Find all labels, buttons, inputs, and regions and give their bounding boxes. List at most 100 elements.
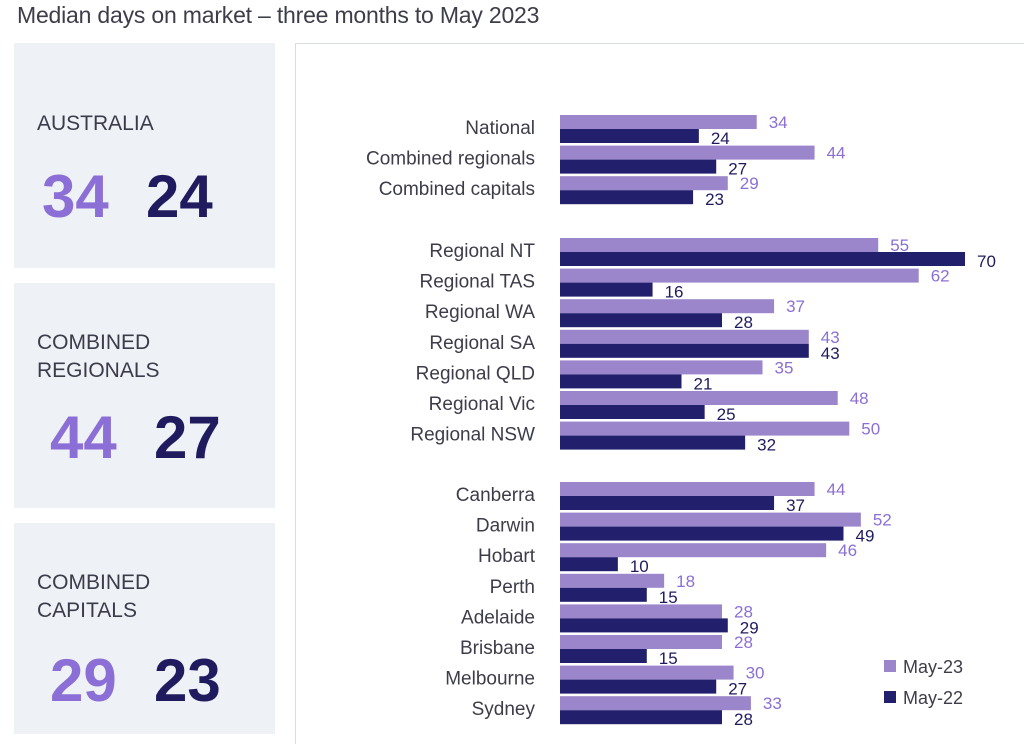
legend-label-may22: May-22 [903, 688, 963, 708]
bar-may22-hobart [560, 557, 618, 572]
category-label-regional-vic: Regional Vic [429, 394, 535, 415]
bar-may23-melbourne [560, 665, 734, 680]
combined-capitals-card: COMBINED CAPITALS 29 23 [14, 523, 275, 734]
card-value-may23: 29 [50, 647, 117, 714]
bar-may22-combined-regionals [560, 159, 717, 174]
data-label-may22-combined-capitals: 23 [705, 190, 724, 209]
category-label-hobart: Hobart [478, 546, 536, 567]
card-value-may23: 34 [42, 163, 109, 230]
data-label-may23-combined-capitals: 29 [740, 174, 759, 193]
data-label-may22-regional-sa: 43 [821, 344, 840, 363]
bar-may23-perth [560, 573, 665, 588]
bar-may22-regional-nsw [560, 435, 746, 450]
data-label-may22-canberra: 37 [786, 496, 805, 515]
data-label-may23-hobart: 46 [838, 541, 857, 560]
data-label-may23-brisbane: 28 [734, 633, 753, 652]
card-label-capitals: COMBINED CAPITALS [37, 571, 151, 622]
legend-swatch-may23 [884, 660, 896, 672]
card-label-australia: AUSTRALIA [37, 112, 154, 135]
card-value-may23: 44 [50, 404, 117, 471]
data-label-may22-regional-tas: 16 [665, 283, 684, 302]
data-label-may22-regional-nt: 70 [977, 252, 996, 271]
legend-label-may23: May-23 [903, 657, 963, 677]
data-label-may23-regional-wa: 37 [786, 297, 805, 316]
bar-may22-brisbane [560, 649, 647, 663]
bar-may23-regional-nsw [560, 421, 850, 436]
data-label-may22-adelaide: 29 [740, 618, 759, 637]
bar-may22-darwin [560, 526, 844, 541]
bar-may22-national [560, 129, 699, 143]
category-label-regional-sa: Regional SA [429, 333, 535, 354]
data-label-may22-regional-vic: 25 [717, 405, 736, 424]
bar-may22-perth [560, 587, 647, 602]
category-label-brisbane: Brisbane [460, 638, 535, 659]
bar-may23-adelaide [560, 604, 722, 619]
bar-may22-melbourne [560, 679, 717, 694]
card-value-may22: 27 [154, 404, 221, 471]
category-label-national: National [465, 118, 535, 139]
bar-may22-combined-capitals [560, 190, 694, 205]
card-label-regionals: COMBINED REGIONALS [37, 331, 160, 382]
data-label-may23-regional-nt: 55 [890, 236, 909, 255]
data-label-may22-sydney: 28 [734, 710, 753, 729]
data-label-may23-regional-vic: 48 [850, 389, 869, 408]
data-label-may23-regional-sa: 43 [821, 328, 840, 347]
page-title: Median days on market – three months to … [17, 2, 540, 28]
bar-may22-canberra [560, 496, 775, 510]
bar-may23-regional-tas [560, 268, 919, 283]
data-label-may23-perth: 18 [676, 572, 695, 591]
data-label-may23-national: 34 [769, 113, 788, 132]
bar-may23-brisbane [560, 635, 722, 649]
data-label-may23-adelaide: 28 [734, 602, 753, 621]
bar-may22-regional-nt [560, 252, 965, 266]
australia-card: AUSTRALIA 34 24 [14, 43, 275, 268]
bar-may22-regional-sa [560, 343, 809, 358]
bar-may22-adelaide [560, 618, 728, 633]
category-label-regional-tas: Regional TAS [420, 272, 535, 293]
bar-may22-regional-qld [560, 374, 682, 389]
data-label-may22-regional-wa: 28 [734, 313, 753, 332]
data-label-may23-combined-regionals: 44 [827, 144, 846, 163]
category-label-regional-qld: Regional QLD [416, 363, 535, 384]
data-label-may22-brisbane: 15 [659, 649, 678, 668]
bar-may23-darwin [560, 512, 861, 527]
data-label-may23-regional-qld: 35 [775, 358, 794, 377]
data-label-may22-combined-regionals: 27 [728, 160, 747, 179]
category-label-adelaide: Adelaide [461, 607, 535, 628]
bar-may22-regional-wa [560, 313, 722, 328]
data-label-may23-sydney: 33 [763, 694, 782, 713]
bar-may22-regional-vic [560, 405, 705, 419]
category-label-combined-regionals: Combined regionals [366, 149, 535, 170]
category-label-perth: Perth [490, 577, 535, 598]
data-label-may22-regional-qld: 21 [694, 374, 713, 393]
bar-may23-hobart [560, 543, 827, 558]
data-label-may22-hobart: 10 [630, 557, 649, 576]
bar-may23-regional-sa [560, 329, 809, 344]
bar-may23-combined-regionals [560, 145, 815, 160]
category-label-regional-wa: Regional WA [425, 302, 536, 323]
data-label-may23-darwin: 52 [873, 511, 892, 530]
category-label-combined-capitals: Combined capitals [379, 179, 535, 200]
bar-may23-regional-wa [560, 299, 775, 314]
bar-may22-regional-tas [560, 282, 653, 297]
category-label-regional-nsw: Regional NSW [410, 425, 535, 446]
card-value-may22: 23 [154, 647, 221, 714]
combined-regionals-card: COMBINED REGIONALS 44 27 [14, 283, 275, 508]
bar-may22-sydney [560, 710, 722, 725]
category-label-melbourne: Melbourne [445, 669, 535, 690]
data-label-may22-perth: 15 [659, 588, 678, 607]
data-label-may22-national: 24 [711, 129, 730, 148]
bar-may23-national [560, 115, 757, 129]
data-label-may22-darwin: 49 [856, 527, 875, 546]
bar-may23-regional-nt [560, 238, 879, 252]
category-label-sydney: Sydney [472, 699, 536, 720]
bar-may23-regional-qld [560, 360, 763, 375]
category-label-regional-nt: Regional NT [429, 241, 535, 262]
category-label-darwin: Darwin [476, 516, 535, 537]
data-label-may23-regional-nsw: 50 [861, 420, 880, 439]
legend-swatch-may22 [884, 691, 896, 703]
bar-may23-regional-vic [560, 391, 838, 405]
bar-may23-canberra [560, 482, 815, 496]
data-label-may23-regional-tas: 62 [931, 267, 950, 286]
